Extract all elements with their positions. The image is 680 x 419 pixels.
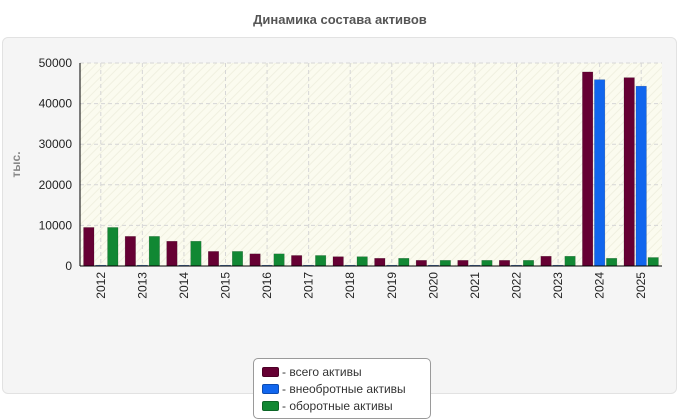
- legend-swatch-noncurrent: [262, 383, 279, 394]
- bar: [374, 258, 386, 267]
- bar: [148, 236, 160, 267]
- bar: [564, 256, 576, 267]
- legend: - всего активы - внеобротные активы - об…: [253, 358, 431, 419]
- bar: [540, 256, 552, 267]
- chart-plot: 0 10000 20000 30000 40000 50000 2012 2013 2014 20…: [9, 56, 662, 299]
- bar: [481, 260, 493, 267]
- x-tick-label: 2017: [302, 272, 316, 299]
- legend-label-total: - всего активы: [282, 364, 362, 379]
- axes: 0 10000 20000 30000 40000 50000 2012 2013 2014 20…: [39, 56, 662, 299]
- x-tick-label: 2023: [551, 272, 565, 299]
- x-tick-label: 2016: [260, 272, 274, 299]
- y-tick-label: 30000: [39, 137, 73, 151]
- bar: [208, 251, 219, 267]
- legend-label-current: - оборотные активы: [282, 398, 393, 413]
- bar: [582, 71, 594, 267]
- y-tick-label: 50000: [39, 56, 73, 70]
- x-tick-label: 2022: [510, 272, 524, 299]
- chart-panel: 0 10000 20000 30000 40000 50000 2012 2013 2014 20…: [2, 37, 677, 419]
- x-tick-label: 2012: [94, 272, 108, 299]
- bar: [332, 256, 344, 267]
- bar: [523, 260, 534, 267]
- bar: [623, 77, 635, 267]
- x-tick-label: 2019: [385, 272, 399, 299]
- x-tick-label: 2021: [468, 272, 482, 299]
- bar: [232, 251, 243, 267]
- x-tick-label: 2020: [426, 272, 440, 299]
- bar: [249, 253, 261, 267]
- bar: [124, 236, 136, 267]
- x-tick-label: 2015: [219, 272, 233, 299]
- legend-swatch-current: [262, 400, 279, 411]
- y-axis-label: тыс.: [9, 151, 23, 177]
- bar: [398, 258, 410, 267]
- bar: [594, 79, 606, 267]
- legend-item-total: - всего активы: [262, 363, 430, 380]
- bar: [439, 260, 451, 267]
- bar: [647, 257, 659, 267]
- chart-title: Динамика состава активов: [253, 12, 427, 27]
- bar: [635, 85, 647, 267]
- x-tick-label: 2018: [343, 272, 357, 299]
- bar: [315, 255, 327, 267]
- plot-area: [80, 63, 662, 266]
- legend-label-noncurrent: - внеобротные активы: [282, 381, 406, 396]
- bar: [291, 255, 303, 267]
- bar: [190, 240, 202, 267]
- bar: [83, 227, 95, 267]
- y-tick-label: 20000: [39, 178, 73, 192]
- bar: [273, 253, 285, 267]
- x-tick-label: 2014: [177, 272, 191, 299]
- bar: [415, 260, 427, 267]
- bar: [606, 258, 618, 267]
- y-tick-label: 10000: [39, 218, 73, 232]
- legend-swatch-total: [262, 366, 279, 377]
- bar: [356, 256, 368, 267]
- bar: [499, 260, 510, 267]
- legend-item-noncurrent: - внеобротные активы: [262, 380, 430, 397]
- bar: [457, 260, 469, 267]
- x-tick-label: 2024: [593, 272, 607, 299]
- y-tick-label: 40000: [39, 97, 73, 111]
- bar: [166, 240, 178, 267]
- y-tick-label: 0: [65, 259, 72, 273]
- x-tick-label: 2025: [634, 272, 648, 299]
- bar: [107, 227, 119, 267]
- bars: [83, 71, 659, 267]
- x-tick-label: 2013: [135, 272, 149, 299]
